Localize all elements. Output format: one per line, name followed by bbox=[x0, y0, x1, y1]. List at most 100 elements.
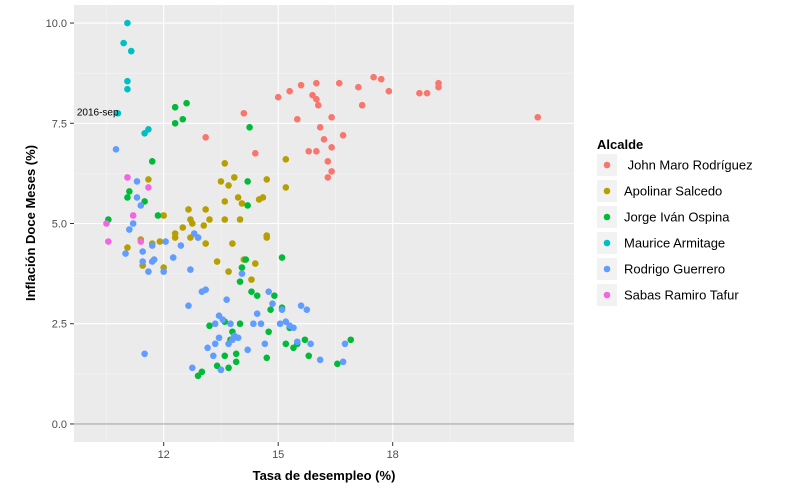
y-tick-label: 7.5 bbox=[52, 118, 67, 130]
data-point-series-2 bbox=[246, 123, 253, 131]
data-point-series-4 bbox=[211, 340, 219, 348]
data-point-series-0 bbox=[328, 168, 335, 175]
data-point-series-2 bbox=[124, 194, 131, 201]
data-point-series-4 bbox=[169, 254, 177, 261]
data-point-series-2 bbox=[301, 336, 309, 344]
data-point-series-4 bbox=[307, 340, 314, 348]
data-point-series-3 bbox=[120, 39, 127, 47]
x-axis-title: Tasa de desempleo (%) bbox=[253, 468, 396, 483]
data-point-series-0 bbox=[286, 87, 293, 95]
data-point-series-4 bbox=[150, 256, 158, 263]
data-point-series-4 bbox=[223, 296, 230, 303]
data-point-series-4 bbox=[177, 242, 185, 249]
x-tick-label: 18 bbox=[387, 449, 399, 461]
data-point-series-2 bbox=[271, 292, 278, 299]
data-point-series-0 bbox=[328, 113, 335, 121]
data-point-series-4 bbox=[194, 234, 202, 241]
data-point-series-4 bbox=[293, 338, 301, 346]
data-point-series-1 bbox=[229, 240, 236, 247]
data-point-series-4 bbox=[290, 324, 297, 332]
data-point-series-2 bbox=[265, 328, 272, 336]
data-point-series-3 bbox=[124, 19, 131, 27]
data-point-series-2 bbox=[148, 158, 156, 165]
data-point-series-2 bbox=[206, 322, 213, 330]
x-axis-ticks: 12 15 18 bbox=[158, 442, 399, 461]
data-point-series-4 bbox=[162, 238, 169, 245]
data-point-series-4 bbox=[204, 344, 211, 352]
data-point-series-1 bbox=[200, 222, 208, 229]
data-point-series-4 bbox=[253, 310, 261, 318]
data-point-series-0 bbox=[324, 158, 332, 165]
data-point-series-5 bbox=[137, 238, 145, 245]
data-point-series-1 bbox=[189, 220, 196, 227]
data-point-series-0 bbox=[274, 93, 282, 101]
y-tick-label: 5.0 bbox=[52, 219, 67, 231]
data-point-series-4 bbox=[341, 340, 349, 348]
data-point-series-1 bbox=[263, 176, 271, 183]
data-point-series-4 bbox=[185, 302, 192, 309]
data-point-series-5 bbox=[103, 220, 110, 227]
data-point-series-1 bbox=[282, 156, 290, 163]
data-point-series-0 bbox=[324, 174, 332, 181]
data-point-series-4 bbox=[244, 346, 251, 354]
data-point-series-1 bbox=[124, 244, 131, 251]
legend-marker bbox=[603, 161, 611, 169]
data-point-series-4 bbox=[160, 268, 167, 275]
legend-title: Alcalde bbox=[597, 137, 643, 152]
data-point-series-0 bbox=[313, 79, 320, 87]
legend-label: Apolinar Salcedo bbox=[624, 184, 722, 199]
legend-label: Rodrigo Guerrero bbox=[624, 262, 725, 277]
data-point-series-1 bbox=[259, 194, 267, 201]
data-point-series-0 bbox=[385, 87, 393, 95]
data-point-series-0 bbox=[339, 131, 347, 139]
legend-marker bbox=[603, 291, 611, 299]
data-point-series-2 bbox=[183, 99, 190, 107]
data-point-series-0 bbox=[240, 109, 248, 117]
data-point-series-0 bbox=[320, 136, 328, 143]
data-point-series-4 bbox=[217, 366, 225, 374]
data-point-series-2 bbox=[263, 354, 271, 362]
data-point-series-2 bbox=[334, 360, 341, 368]
data-point-series-3 bbox=[124, 85, 131, 93]
data-point-series-2 bbox=[253, 292, 261, 299]
data-point-series-2 bbox=[236, 278, 244, 285]
data-point-series-4 bbox=[202, 286, 209, 293]
data-point-series-2 bbox=[126, 188, 133, 195]
data-point-series-2 bbox=[221, 352, 229, 360]
data-point-series-3 bbox=[114, 109, 122, 117]
data-point-series-1 bbox=[221, 216, 229, 223]
data-point-series-2 bbox=[171, 103, 179, 111]
data-point-series-4 bbox=[316, 356, 324, 364]
data-point-series-1 bbox=[185, 206, 192, 213]
data-point-series-4 bbox=[210, 352, 217, 360]
legend-label: Sabas Ramiro Tafur bbox=[624, 288, 739, 303]
data-point-series-1 bbox=[248, 276, 255, 283]
data-point-series-1 bbox=[145, 176, 152, 183]
data-point-series-4 bbox=[126, 226, 133, 233]
data-point-series-1 bbox=[179, 224, 187, 231]
data-point-series-2 bbox=[244, 178, 251, 185]
y-tick-label: 0.0 bbox=[52, 419, 67, 431]
data-point-series-1 bbox=[156, 238, 164, 245]
data-point-series-3 bbox=[127, 47, 135, 55]
data-point-series-0 bbox=[335, 79, 343, 87]
data-point-series-1 bbox=[213, 258, 221, 265]
data-point-series-2 bbox=[282, 340, 290, 348]
data-point-series-1 bbox=[202, 206, 209, 213]
data-point-series-2 bbox=[305, 352, 313, 360]
data-point-series-0 bbox=[423, 89, 431, 97]
data-point-series-4 bbox=[278, 306, 286, 313]
legend-label: John Maro Rodríguez bbox=[624, 158, 753, 173]
data-point-series-2 bbox=[171, 119, 179, 127]
data-point-series-4 bbox=[133, 194, 141, 201]
data-point-series-0 bbox=[316, 123, 324, 131]
data-point-series-5 bbox=[105, 238, 112, 245]
data-point-series-0 bbox=[435, 79, 442, 87]
annotation-label: 2016-sep bbox=[77, 108, 119, 119]
data-point-series-1 bbox=[225, 268, 232, 275]
data-point-series-1 bbox=[202, 240, 209, 247]
data-points bbox=[103, 19, 542, 380]
data-point-series-1 bbox=[221, 160, 229, 167]
data-point-series-2 bbox=[154, 212, 162, 219]
data-point-series-4 bbox=[133, 178, 141, 185]
